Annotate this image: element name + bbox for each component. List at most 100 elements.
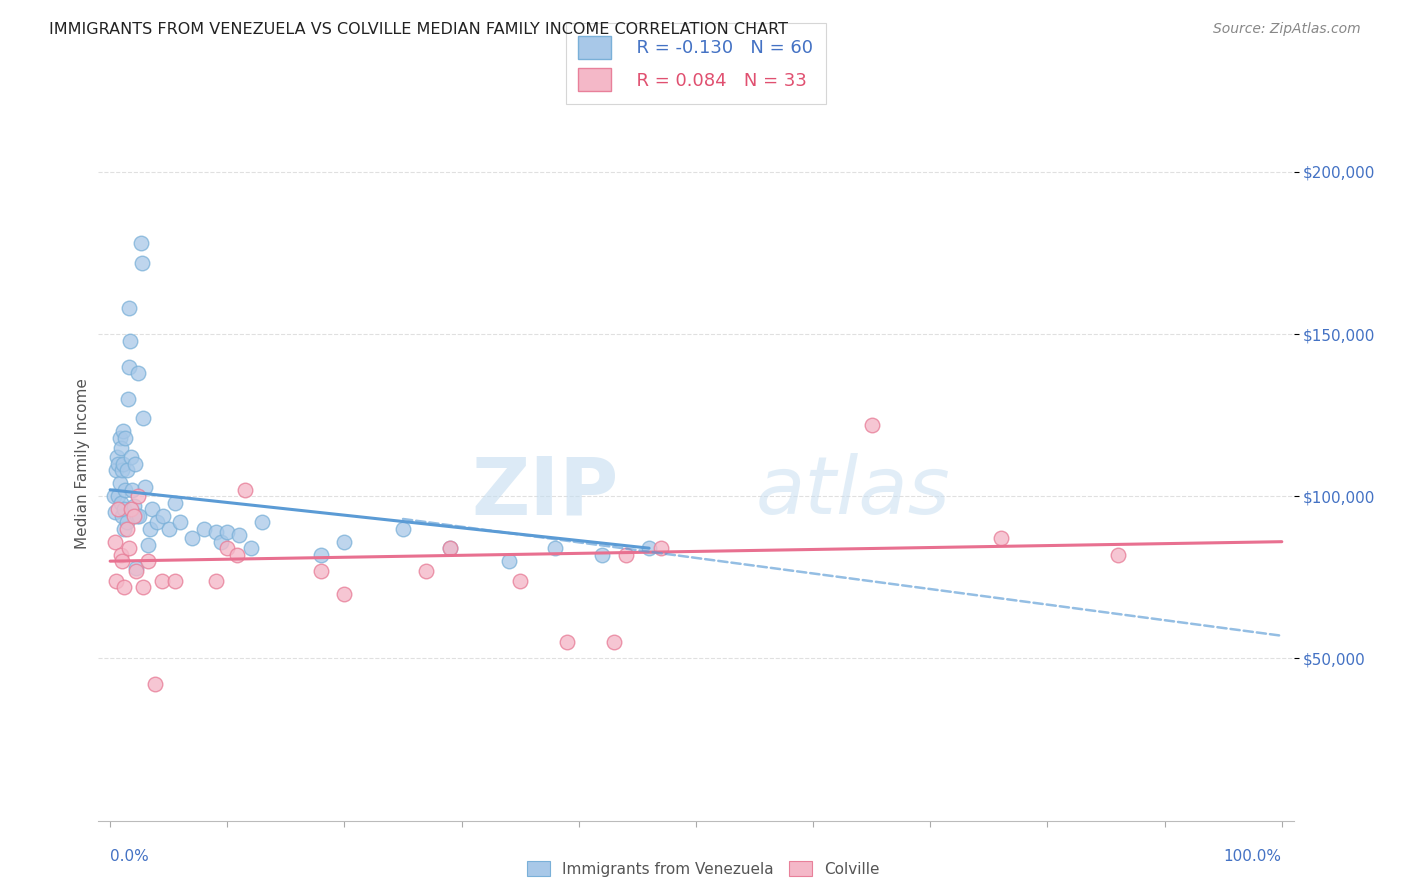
Y-axis label: Median Family Income: Median Family Income: [75, 378, 90, 549]
Point: [107, 489, 129, 503]
Text: ZIP: ZIP: [471, 453, 619, 532]
Point: [122, 499, 145, 513]
Point: [115, 522, 138, 536]
Point: [152, 508, 174, 523]
Legend: Immigrants from Venezuela, Colville: Immigrants from Venezuela, Colville: [519, 853, 887, 884]
Point: [650, 541, 672, 556]
Point: [439, 541, 461, 556]
Point: [112, 502, 135, 516]
Point: [118, 301, 141, 315]
Point: [115, 463, 138, 477]
Text: IMMIGRANTS FROM VENEZUELA VS COLVILLE MEDIAN FAMILY INCOME CORRELATION CHART: IMMIGRANTS FROM VENEZUELA VS COLVILLE ME…: [49, 22, 789, 37]
Point: [217, 524, 239, 539]
Point: [150, 574, 173, 588]
Point: [112, 580, 135, 594]
Point: [860, 417, 883, 432]
Point: [233, 483, 256, 497]
Text: atlas: atlas: [756, 453, 950, 532]
Point: [114, 483, 136, 497]
Point: [105, 450, 128, 465]
Point: [131, 256, 153, 270]
Point: [228, 528, 250, 542]
Point: [141, 502, 163, 516]
Point: [114, 431, 136, 445]
Point: [157, 522, 180, 536]
Point: [118, 359, 141, 374]
Point: [104, 534, 127, 549]
Point: [120, 334, 141, 348]
Point: [136, 554, 159, 568]
Point: [120, 502, 142, 516]
Point: [163, 496, 186, 510]
Point: [110, 441, 132, 455]
Text: 100.0%: 100.0%: [1223, 849, 1282, 864]
Point: [204, 574, 226, 588]
Point: [225, 548, 247, 562]
Point: [163, 574, 186, 588]
Point: [252, 515, 274, 529]
Point: [136, 538, 159, 552]
Point: [110, 548, 132, 562]
Point: [204, 524, 226, 539]
Point: [112, 457, 135, 471]
Point: [103, 489, 125, 503]
Point: [127, 366, 149, 380]
Point: [239, 541, 262, 556]
Point: [108, 476, 131, 491]
Point: [211, 534, 233, 549]
Point: [118, 541, 141, 556]
Point: [193, 522, 215, 536]
Point: [105, 574, 128, 588]
Point: [111, 463, 134, 477]
Point: [110, 496, 132, 510]
Point: [555, 635, 578, 649]
Point: [104, 506, 127, 520]
Point: [129, 236, 152, 251]
Point: [309, 564, 332, 578]
Point: [415, 564, 437, 578]
Point: [1107, 548, 1129, 562]
Point: [132, 411, 155, 425]
Point: [309, 548, 332, 562]
Point: [132, 580, 155, 594]
Point: [638, 541, 661, 556]
Point: [439, 541, 461, 556]
Point: [112, 425, 135, 439]
Point: [134, 479, 156, 493]
Point: [509, 574, 531, 588]
Point: [544, 541, 567, 556]
Point: [146, 515, 169, 529]
Point: [333, 534, 356, 549]
Text: 0.0%: 0.0%: [110, 849, 149, 864]
Point: [107, 457, 129, 471]
Point: [122, 508, 145, 523]
Point: [111, 508, 134, 523]
Point: [139, 522, 162, 536]
Point: [333, 586, 356, 600]
Point: [124, 457, 146, 471]
Point: [125, 560, 148, 574]
Point: [127, 508, 149, 523]
Point: [181, 532, 204, 546]
Point: [108, 431, 131, 445]
Point: [990, 532, 1012, 546]
Point: [115, 515, 138, 529]
Point: [128, 508, 150, 523]
Point: [217, 541, 239, 556]
Point: [169, 515, 191, 529]
Point: [105, 463, 128, 477]
Point: [117, 392, 139, 406]
Point: [111, 554, 134, 568]
Point: [392, 522, 415, 536]
Point: [498, 554, 520, 568]
Point: [614, 548, 637, 562]
Point: [603, 635, 626, 649]
Point: [591, 548, 613, 562]
Text: Source: ZipAtlas.com: Source: ZipAtlas.com: [1213, 22, 1361, 37]
Point: [127, 489, 149, 503]
Point: [120, 450, 142, 465]
Point: [143, 677, 166, 691]
Point: [125, 564, 148, 578]
Point: [121, 483, 143, 497]
Point: [112, 522, 135, 536]
